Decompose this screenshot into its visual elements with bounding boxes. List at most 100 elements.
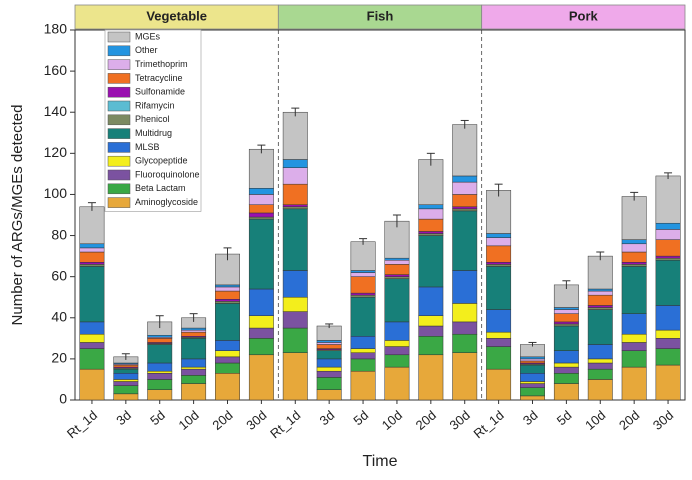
bar-segment — [113, 381, 139, 386]
bar-segment — [350, 272, 376, 277]
bar-segment — [181, 375, 207, 384]
bar-segment — [384, 346, 410, 356]
bar-segment — [621, 243, 647, 253]
bar-segment — [248, 315, 274, 329]
bar-segment — [553, 373, 579, 384]
bar-segment — [350, 270, 376, 273]
bar-segment — [553, 313, 579, 323]
error-bar — [223, 247, 232, 261]
bar-segment — [587, 290, 613, 296]
bar-segment — [452, 210, 478, 271]
plot-frame — [74, 29, 686, 401]
bar-segment — [282, 204, 308, 208]
bar-segment — [215, 290, 240, 300]
bar-segment — [587, 358, 613, 364]
bar-segment — [248, 354, 274, 401]
bar-segment — [248, 188, 274, 195]
bar-segment — [282, 206, 308, 210]
bar-segment — [418, 159, 444, 205]
bar-segment — [452, 321, 478, 335]
x-tick-label: 3d — [317, 407, 338, 428]
bar-segment — [215, 284, 240, 288]
bar-segment — [587, 294, 613, 306]
bar-segment — [621, 266, 647, 314]
panel-title: Fish — [367, 8, 394, 23]
bar-segment — [113, 379, 139, 382]
bar-segment — [587, 288, 613, 292]
bar-segment — [316, 342, 342, 345]
legend-label: Other — [135, 45, 158, 55]
bar-segment — [418, 231, 444, 234]
legend-label: Fluoroquinolone — [135, 169, 200, 179]
bar-segment — [520, 360, 545, 364]
error-bar — [392, 214, 401, 228]
x-tick-label: Rt_1d — [267, 407, 303, 441]
error-bar — [257, 144, 266, 154]
error-bar — [596, 251, 605, 261]
bar-segment — [248, 338, 274, 356]
x-tick-label: 3d — [113, 407, 134, 428]
bar-segment — [79, 206, 105, 245]
error-bar — [291, 107, 300, 117]
bar-segment — [316, 377, 342, 390]
x-tick-label: Rt_1d — [64, 407, 100, 441]
y-tick-label: 40 — [51, 308, 67, 324]
bar-segment — [621, 262, 647, 265]
bar-segment — [452, 270, 478, 304]
bar-segment — [113, 385, 139, 395]
bar-segment — [486, 233, 512, 238]
legend-label: Sulfonamide — [135, 87, 185, 97]
bar-segment — [418, 218, 444, 232]
bar-segment — [79, 342, 105, 349]
bar-segment — [248, 218, 274, 290]
bar-segment — [486, 309, 512, 333]
error-bar — [189, 313, 198, 322]
bar-segment — [621, 313, 647, 335]
bar-segment — [655, 329, 681, 339]
bar-segment — [113, 373, 139, 380]
legend-swatch — [107, 59, 131, 70]
x-tick-label: 5d — [147, 407, 168, 428]
bar-segment — [215, 303, 240, 341]
bar-segment — [282, 159, 308, 168]
bar-segment — [587, 307, 613, 310]
error-bar — [664, 172, 673, 180]
panel-title: Vegetable — [146, 8, 207, 23]
bar-segment — [553, 309, 579, 314]
legend-swatch — [107, 45, 131, 57]
bar-segment — [486, 264, 512, 267]
bar-segment — [248, 204, 274, 214]
bar-segment — [486, 338, 512, 347]
bar-segment — [520, 383, 545, 388]
bar-segment — [181, 331, 207, 337]
x-tick-label: 30d — [447, 407, 473, 432]
error-bar — [562, 280, 571, 289]
bar-segment — [147, 379, 173, 390]
bar-segment — [147, 344, 173, 364]
bar-segment — [282, 167, 308, 185]
bar-segment — [350, 292, 376, 296]
bar-segment — [621, 350, 647, 368]
bar-segment — [553, 350, 579, 364]
bar-segment — [553, 325, 579, 351]
bar-segment — [147, 373, 173, 380]
error-bar — [630, 191, 639, 201]
legend-label: Rifamycin — [135, 100, 175, 110]
bar-segment — [350, 294, 376, 298]
bar-segment — [655, 259, 681, 306]
bar-segment — [418, 204, 444, 210]
bar-segment — [452, 124, 478, 177]
legend-label: Beta Lactam — [135, 183, 186, 193]
bar-segment — [282, 111, 308, 160]
bar-segment — [147, 335, 173, 338]
bar-segment — [79, 368, 105, 401]
bar-segment — [384, 276, 410, 279]
x-tick-label: 20d — [616, 407, 642, 432]
bar-segment — [418, 286, 444, 316]
bar-segment — [384, 220, 410, 259]
bar-segment — [215, 356, 240, 364]
y-tick-label: 80 — [51, 226, 67, 242]
bar-segment — [316, 366, 342, 372]
bar-segment — [282, 296, 308, 312]
